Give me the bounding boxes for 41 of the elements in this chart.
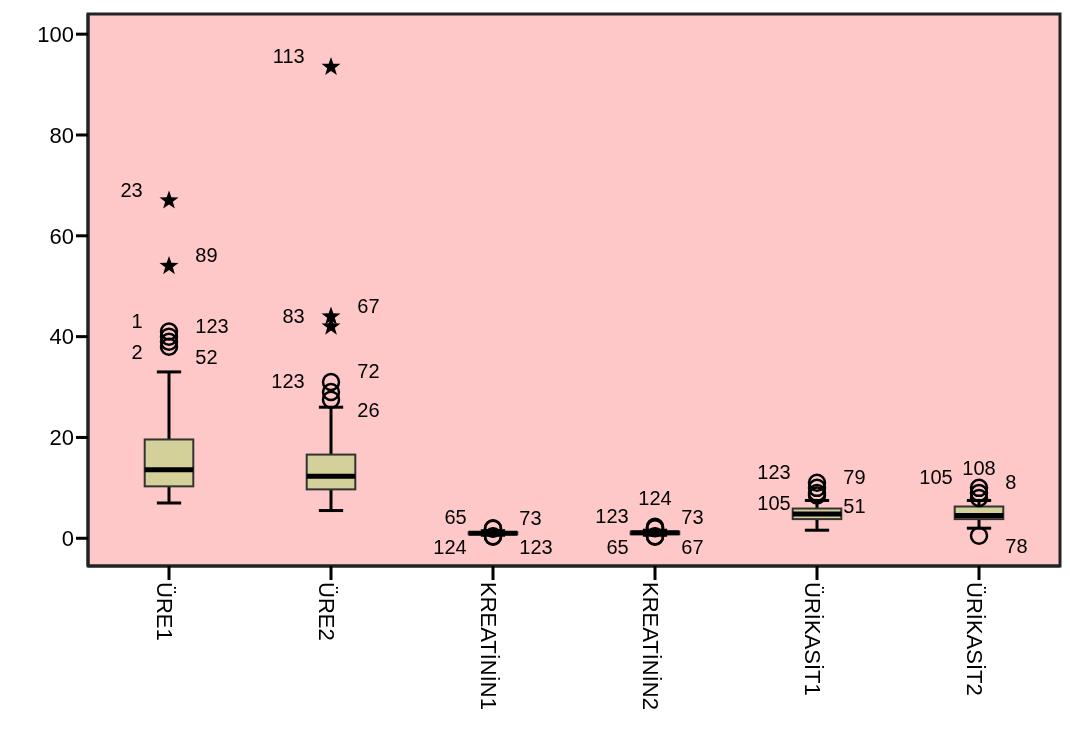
annotation: 105 <box>919 466 953 489</box>
annotation: 124 <box>433 535 467 558</box>
annotation: 108 <box>962 457 996 480</box>
annotation: 89 <box>195 244 218 267</box>
annotation: 26 <box>357 398 380 421</box>
annotation: 105 <box>757 492 791 515</box>
x-tick-label: ÜRE1 <box>152 582 178 641</box>
y-tick-label: 100 <box>37 21 74 47</box>
x-tick-label: KREATİNİN2 <box>638 582 664 710</box>
y-tick-label: 80 <box>49 122 74 148</box>
annotation: 65 <box>444 506 467 529</box>
annotation: 8 <box>1005 471 1017 494</box>
annotation: 1 <box>131 309 143 332</box>
annotation: 123 <box>271 370 305 393</box>
y-tick-label: 0 <box>61 526 74 552</box>
annotation: 72 <box>357 360 380 383</box>
annotation: 2 <box>131 340 143 363</box>
annotation: 123 <box>757 461 791 484</box>
annotation: 67 <box>357 294 380 317</box>
annotation: 78 <box>1005 535 1028 558</box>
y-tick-label: 20 <box>49 425 74 451</box>
annotation: 67 <box>681 536 704 559</box>
annotation: 52 <box>195 345 218 368</box>
annotation: 51 <box>843 494 866 517</box>
annotation: 65 <box>606 535 629 558</box>
annotation: 23 <box>120 178 143 201</box>
annotation: 79 <box>843 466 866 489</box>
annotation: 83 <box>282 304 305 327</box>
annotation: 124 <box>638 487 672 510</box>
x-tick-label: ÜRİKASİT2 <box>962 582 988 696</box>
x-tick-label: ÜRİKASİT1 <box>800 582 826 696</box>
annotation: 123 <box>519 536 553 559</box>
x-tick-label: ÜRE2 <box>314 582 340 641</box>
x-tick-label: KREATİNİN1 <box>476 582 502 710</box>
annotation: 73 <box>681 505 704 528</box>
annotation: 113 <box>272 45 305 68</box>
annotation: 123 <box>195 314 229 337</box>
y-tick-label: 40 <box>49 324 74 350</box>
y-tick-label: 60 <box>49 223 74 249</box>
annotation: 123 <box>595 504 629 527</box>
annotation: 73 <box>519 506 542 529</box>
